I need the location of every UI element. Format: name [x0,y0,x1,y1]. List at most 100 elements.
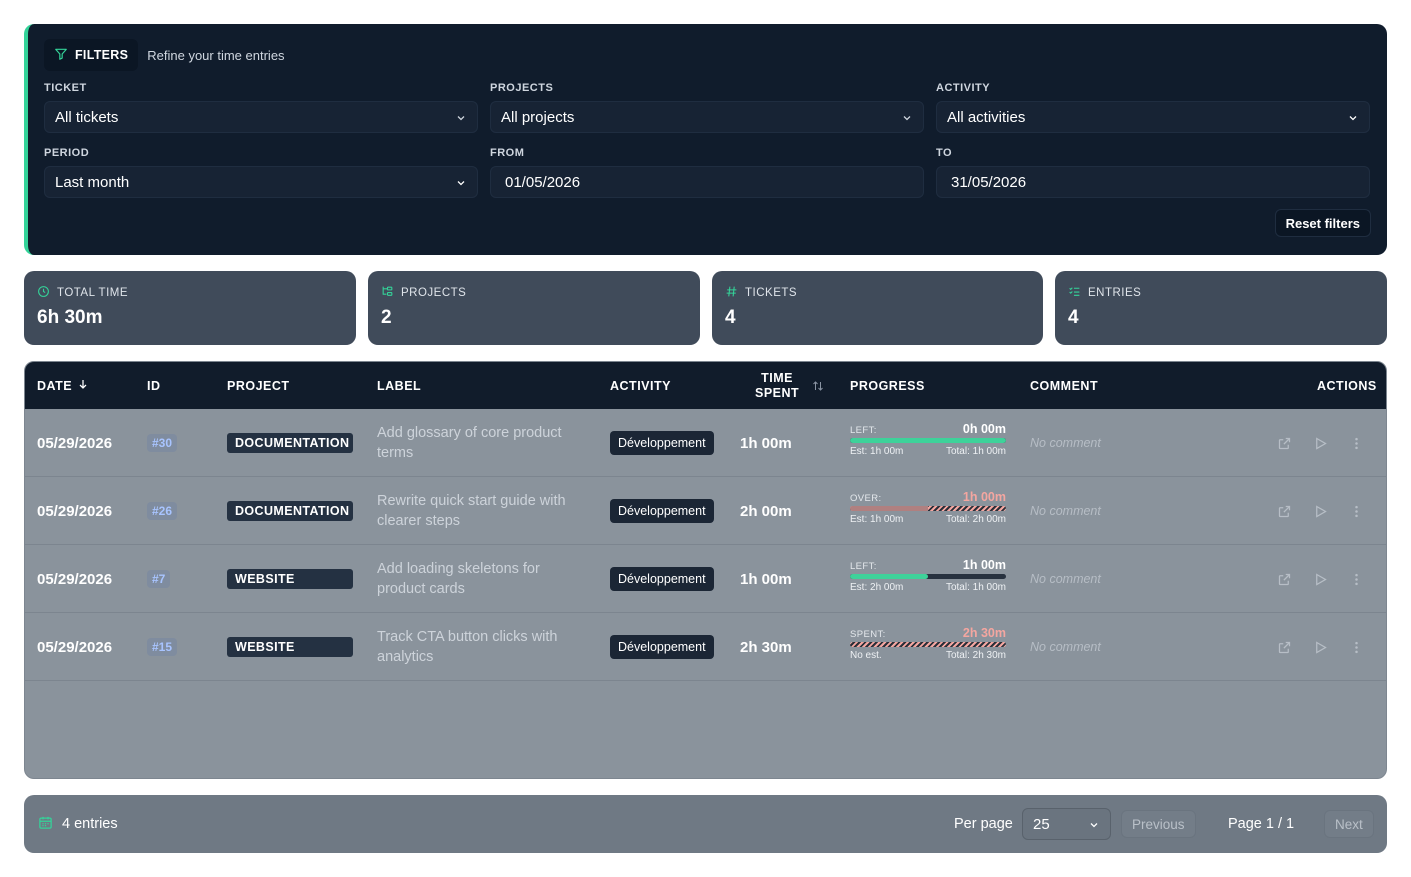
projects-select[interactable]: All projects [490,101,924,133]
table-row[interactable]: 05/29/2026 #15 WEBSITE Track CTA button … [25,613,1386,681]
time-spent-value: 1h 00m [740,570,792,588]
projects-select-value: All projects [501,108,575,126]
ticket-id-link[interactable]: #26 [147,502,178,520]
more-vertical-icon[interactable] [1348,501,1364,521]
progress-key: LEFT: [850,425,877,436]
progress-total: Total: 1h 00m [945,582,1006,593]
table-row[interactable]: 05/29/2026 #26 DOCUMENTATION Rewrite qui… [25,477,1386,545]
progress-total: Total: 2h 30m [945,650,1006,661]
progress-value: 1h 00m [962,490,1006,504]
sort-icon[interactable] [812,362,824,409]
label-column-header[interactable]: LABEL [377,378,422,393]
ticket-id-link[interactable]: #7 [147,570,171,588]
progress-bar [850,642,1006,647]
period-select[interactable]: Last month [44,166,478,198]
arrow-down-icon [77,378,89,393]
from-date-input[interactable]: 01/05/2026 [490,166,924,198]
previous-button[interactable]: Previous [1121,810,1196,838]
play-icon[interactable] [1312,433,1328,453]
more-vertical-icon[interactable] [1348,569,1364,589]
entry-label[interactable]: Track CTA button clicks with analytics [377,629,558,665]
play-icon[interactable] [1312,501,1328,521]
table-header: DATE ID PROJECT LABEL ACTIVITY TIME SPEN… [25,362,1386,409]
entry-date: 05/29/2026 [37,502,113,520]
external-link-icon[interactable] [1276,637,1292,657]
filters-title: FILTERS [75,48,129,62]
more-vertical-icon[interactable] [1348,637,1364,657]
stat-value: 4 [725,307,736,328]
chevron-down-icon [455,111,467,128]
project-badge: WEBSITE [227,569,353,589]
stat-projects: PROJECTS 2 [368,271,700,345]
more-vertical-icon[interactable] [1348,433,1364,453]
progress-bar-fill [850,506,928,511]
filters-header: FILTERS Refine your time entries [44,39,285,71]
project-column-header[interactable]: PROJECT [227,378,290,393]
per-page-select[interactable]: 25 [1022,808,1111,840]
play-icon[interactable] [1312,637,1328,657]
stat-tickets: TICKETS 4 [712,271,1043,345]
progress-key: LEFT: [850,561,877,572]
pagination-bar: 4 entries Per page 25 Previous Page 1 / … [24,795,1387,853]
row-actions [1276,501,1364,521]
progress-bar [850,574,1006,579]
activity-label: ACTIVITY [936,82,991,94]
stat-label: TICKETS [745,287,798,299]
ticket-id-link[interactable]: #30 [147,434,178,452]
time-spent-column-header[interactable]: TIME SPENT [755,362,799,409]
entries-count: 4 entries [62,816,118,832]
stat-value: 2 [381,307,392,328]
per-page-value: 25 [1033,815,1050,833]
ticket-select[interactable]: All tickets [44,101,478,133]
stat-label: PROJECTS [401,287,467,299]
date-header-label: DATE [37,378,73,393]
entry-date: 05/29/2026 [37,570,113,588]
table-row[interactable]: 05/29/2026 #7 WEBSITE Add loading skelet… [25,545,1386,613]
progress-key: OVER: [850,493,882,504]
project-badge: DOCUMENTATION [227,501,353,521]
activity-column-header[interactable]: ACTIVITY [610,378,671,393]
progress-column-header: PROGRESS [850,378,925,393]
entry-label[interactable]: Add loading skeletons for product cards [377,561,540,597]
progress-bar [850,438,1006,443]
external-link-icon[interactable] [1276,569,1292,589]
progress-estimate: Est: 1h 00m [850,446,904,457]
id-column-header[interactable]: ID [147,378,161,393]
clock-icon [37,285,50,301]
progress-bar [850,506,1006,511]
row-actions [1276,569,1364,589]
table-row[interactable]: 05/29/2026 #30 DOCUMENTATION Add glossar… [25,409,1386,477]
external-link-icon[interactable] [1276,501,1292,521]
stat-value: 4 [1068,307,1079,328]
comment-column-header: COMMENT [1030,378,1099,393]
activity-badge: Développement [610,567,714,591]
entry-comment: No comment [1030,640,1101,654]
activity-badge: Développement [610,431,714,455]
next-button[interactable]: Next [1324,810,1374,838]
stat-label: TOTAL TIME [57,287,129,299]
progress-value: 2h 30m [962,626,1006,640]
entry-comment: No comment [1030,572,1101,586]
to-label: TO [936,147,953,159]
progress-total: Total: 1h 00m [945,446,1006,457]
time-spent-header-line2: SPENT [755,385,800,400]
external-link-icon[interactable] [1276,433,1292,453]
reset-filters-button[interactable]: Reset filters [1274,209,1371,237]
progress-estimate: Est: 2h 00m [850,582,904,593]
play-icon[interactable] [1312,569,1328,589]
filters-panel: FILTERS Refine your time entries TICKET … [24,24,1387,255]
entry-label[interactable]: Rewrite quick start guide with clearer s… [377,493,566,529]
ticket-id-link[interactable]: #15 [147,638,178,656]
activity-badge: Développement [610,635,714,659]
date-column-header[interactable]: DATE [37,362,89,409]
progress-bar-fill [850,574,928,579]
list-check-icon [1068,285,1081,301]
hash-icon [725,285,738,301]
to-date-input[interactable]: 31/05/2026 [936,166,1370,198]
stat-label: ENTRIES [1088,287,1142,299]
chevron-down-icon [1347,111,1359,128]
row-actions [1276,637,1364,657]
to-date-value: 31/05/2026 [951,173,1027,191]
entry-label[interactable]: Add glossary of core product terms [377,425,562,461]
activity-select[interactable]: All activities [936,101,1370,133]
